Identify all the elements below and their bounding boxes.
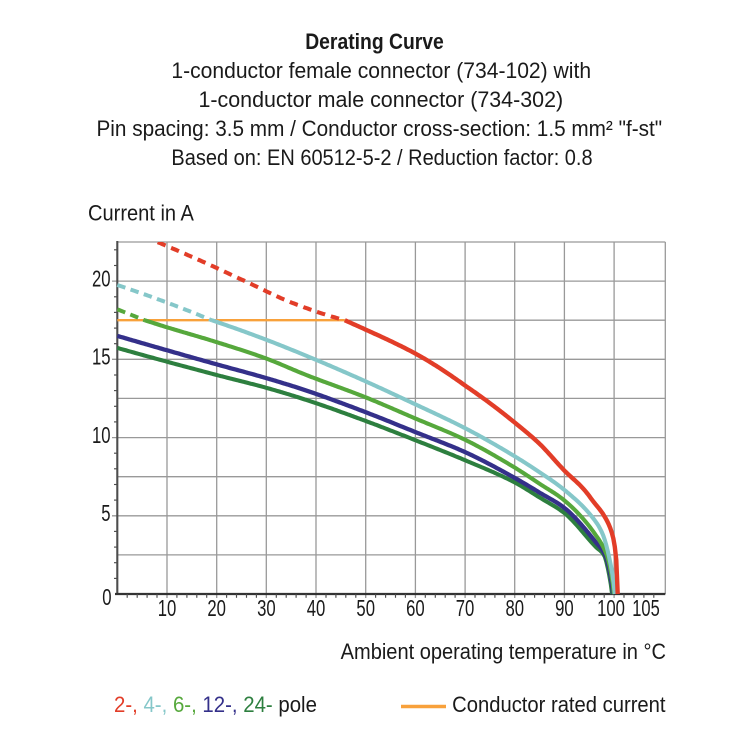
svg-text:Derating Curve: Derating Curve bbox=[305, 30, 444, 54]
svg-text:0: 0 bbox=[102, 585, 111, 610]
svg-text:10: 10 bbox=[92, 423, 111, 448]
svg-text:1-conductor male connector (73: 1-conductor male connector (734-302) bbox=[198, 87, 563, 112]
svg-text:90: 90 bbox=[555, 596, 574, 621]
svg-text:1-conductor female connector (: 1-conductor female connector (734-102) w… bbox=[171, 58, 591, 84]
svg-text:Ambient operating temperature: Ambient operating temperature in °C bbox=[341, 640, 666, 664]
svg-text:30: 30 bbox=[257, 596, 276, 621]
svg-text:40: 40 bbox=[307, 596, 326, 621]
svg-text:80: 80 bbox=[505, 596, 524, 621]
svg-text:60: 60 bbox=[406, 596, 425, 621]
svg-text:70: 70 bbox=[456, 596, 475, 621]
svg-text:100: 100 bbox=[597, 596, 625, 621]
svg-text:Current in A: Current in A bbox=[88, 202, 194, 226]
svg-text:20: 20 bbox=[92, 267, 111, 292]
svg-text:Based on: EN 60512-5-2 / Reduc: Based on: EN 60512-5-2 / Reduction facto… bbox=[171, 146, 592, 170]
svg-text:105: 105 bbox=[632, 596, 659, 621]
svg-text:Conductor rated current: Conductor rated current bbox=[452, 693, 665, 717]
svg-text:Pin spacing: 3.5 mm / Conducto: Pin spacing: 3.5 mm / Conductor cross-se… bbox=[96, 116, 662, 141]
svg-text:2-, 4-, 6-, 12-, 24- pole: 2-, 4-, 6-, 12-, 24- pole bbox=[114, 693, 317, 717]
svg-text:20: 20 bbox=[207, 596, 226, 621]
svg-text:50: 50 bbox=[356, 596, 375, 621]
svg-text:15: 15 bbox=[92, 345, 111, 370]
svg-text:5: 5 bbox=[101, 501, 110, 526]
svg-text:10: 10 bbox=[158, 596, 177, 621]
